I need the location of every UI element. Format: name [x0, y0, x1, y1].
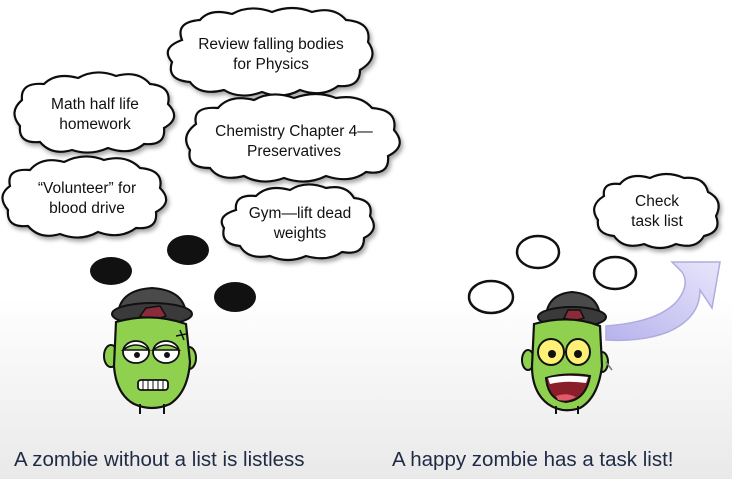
- thought-line: weights: [273, 225, 327, 242]
- thought-bubble-small-outline: [467, 279, 515, 315]
- sad-zombie-head: [103, 286, 197, 414]
- thought-cloud-gym: [220, 183, 375, 262]
- thought-line: Preservatives: [247, 143, 341, 160]
- thought-cloud-volunteer: [1, 155, 168, 239]
- thought-cloud-physics: [166, 6, 374, 97]
- thought-bubble-medium-outline: [515, 234, 561, 270]
- thought-line: Review falling bodies: [198, 36, 344, 53]
- thought-line: blood drive: [49, 200, 125, 217]
- thought-text-math: Math half life homework: [24, 88, 166, 142]
- thought-line: homework: [59, 116, 131, 133]
- thought-text-chemistry: Chemistry Chapter 4— Preservatives: [196, 114, 392, 170]
- thought-cloud-task-list: [593, 172, 720, 250]
- thought-line: for Physics: [233, 56, 309, 73]
- thought-cloud-chemistry: [185, 92, 401, 183]
- thought-bubble-large: [214, 282, 256, 312]
- thought-line: “Volunteer” for: [37, 180, 137, 197]
- curved-arrow: [605, 261, 721, 342]
- thought-bubble-small: [90, 257, 132, 285]
- thought-line: Math half life: [51, 96, 139, 113]
- thought-text-gym: Gym—lift dead weights: [230, 198, 370, 250]
- thought-text-task-list: Check task list: [602, 186, 712, 238]
- thought-line: Check: [635, 193, 679, 210]
- thought-line: task list: [631, 213, 683, 230]
- caption-left: A zombie without a list is listless: [14, 448, 305, 471]
- caption-right: A happy zombie has a task list!: [392, 448, 674, 471]
- thought-line: Chemistry Chapter 4—: [215, 123, 373, 140]
- happy-zombie-head: [521, 290, 613, 414]
- thought-bubble-medium: [167, 235, 209, 265]
- thought-text-physics: Review falling bodies for Physics: [176, 28, 366, 82]
- thought-line: Gym—lift dead: [248, 205, 352, 222]
- thought-text-volunteer: “Volunteer” for blood drive: [12, 172, 162, 226]
- thought-bubble-large-outline: [592, 255, 638, 291]
- thought-cloud-math: [13, 71, 176, 154]
